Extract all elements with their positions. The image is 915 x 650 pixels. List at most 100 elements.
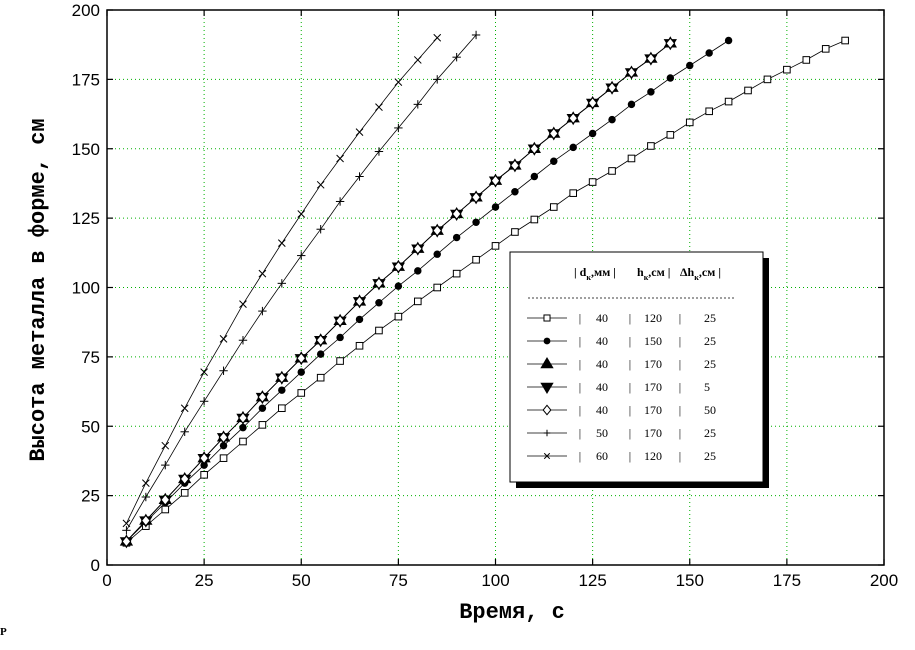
data-point — [258, 269, 267, 278]
data-point — [296, 352, 307, 365]
data-point — [841, 36, 849, 45]
data-point — [608, 167, 616, 175]
data-point — [529, 142, 540, 155]
data-point — [543, 314, 551, 322]
data-point — [239, 437, 247, 446]
data-point — [238, 336, 248, 345]
data-point — [433, 33, 442, 42]
data-point — [218, 431, 229, 444]
data-point — [394, 312, 403, 321]
legend-cell: 60 — [596, 449, 608, 463]
y-tick-label: 0 — [91, 556, 100, 575]
data-point — [199, 452, 209, 465]
legend-cell: | — [679, 380, 681, 394]
data-point — [316, 225, 325, 234]
data-point — [180, 489, 189, 497]
data-point — [257, 391, 268, 403]
y-tick-label: 125 — [72, 209, 100, 228]
legend-cell: 170 — [644, 357, 662, 371]
data-point — [355, 128, 364, 136]
series-markers-circle-filled — [122, 36, 733, 546]
legend: | dк,мм | hк,см | Δhк,см | | 40 | 120 | 25 | 40 | 1… — [509, 251, 769, 488]
data-point — [548, 127, 559, 140]
legend-header: | dк,мм | hк,см | Δhк,см | — [574, 265, 721, 282]
x-tick-label: 0 — [102, 571, 111, 590]
data-point — [821, 45, 830, 53]
data-point — [588, 178, 597, 186]
data-point — [238, 412, 248, 424]
legend-row: | 60 | 120 | 25 — [527, 449, 716, 463]
x-tick-label: 50 — [292, 571, 311, 590]
data-point — [543, 452, 551, 460]
x-tick-label: 150 — [676, 571, 704, 590]
data-point — [277, 239, 286, 247]
data-point — [122, 526, 131, 535]
data-point — [587, 97, 598, 109]
y-tick-label: 200 — [72, 1, 100, 20]
data-point — [626, 66, 637, 79]
data-point — [277, 279, 287, 288]
y-tick-label: 150 — [72, 140, 100, 159]
legend-cell: | — [579, 357, 581, 371]
x-tick-label: 25 — [195, 571, 214, 590]
data-point — [297, 389, 306, 397]
data-point — [452, 52, 461, 62]
data-point — [472, 218, 480, 227]
data-point — [297, 210, 306, 218]
data-point — [200, 471, 208, 479]
legend-cell: 25 — [704, 311, 716, 325]
data-point — [647, 88, 655, 96]
legend-cell: 170 — [644, 403, 662, 417]
data-point — [452, 233, 461, 242]
legend-cell: 25 — [704, 426, 716, 440]
data-point — [355, 172, 364, 181]
data-point — [336, 333, 344, 342]
data-point — [336, 357, 344, 365]
data-point — [472, 255, 480, 264]
data-point — [180, 404, 189, 413]
legend-cell: | — [579, 449, 581, 463]
data-point — [540, 382, 554, 394]
data-point — [219, 334, 228, 343]
legend-cell: | — [579, 426, 581, 440]
data-point — [336, 154, 344, 163]
data-point — [705, 107, 713, 116]
data-point — [433, 283, 442, 292]
data-point — [297, 368, 305, 376]
data-point — [705, 49, 713, 57]
legend-cell: 170 — [644, 426, 662, 440]
x-tick-label: 200 — [870, 571, 898, 590]
series-markers-plus — [122, 30, 481, 535]
data-point — [433, 75, 442, 84]
legend-cell: 25 — [704, 449, 716, 463]
y-tick-label: 75 — [81, 348, 100, 367]
legend-header-cell: | dк,мм | — [574, 265, 616, 282]
legend-cell: | — [629, 449, 631, 463]
series-markers-square-open — [122, 36, 849, 547]
data-point — [627, 100, 636, 109]
data-point — [141, 492, 151, 502]
data-point — [276, 371, 287, 384]
legend-cell: | — [679, 311, 681, 325]
data-point — [258, 421, 267, 429]
legend-cell: | — [629, 311, 631, 325]
data-point — [278, 404, 286, 413]
x-tick-label: 75 — [389, 571, 408, 590]
data-point — [452, 269, 461, 278]
legend-cell: 40 — [596, 403, 608, 417]
data-point — [219, 454, 228, 462]
legend-cell: | — [579, 311, 581, 325]
data-point — [543, 429, 551, 437]
data-point — [802, 56, 811, 64]
legend-header-cell: Δhк,см | — [680, 265, 721, 282]
data-point — [568, 112, 579, 125]
data-point — [413, 100, 422, 109]
legend-cell: 120 — [644, 311, 662, 325]
data-point — [239, 300, 247, 309]
data-point — [490, 174, 501, 187]
data-point — [335, 197, 345, 206]
data-point — [375, 103, 383, 111]
data-point — [239, 423, 247, 432]
ticks: 0 25 50 75 100 125 150 175 200 0 25 50 75 100 125 150 17… — [72, 1, 899, 590]
data-point — [258, 404, 267, 412]
